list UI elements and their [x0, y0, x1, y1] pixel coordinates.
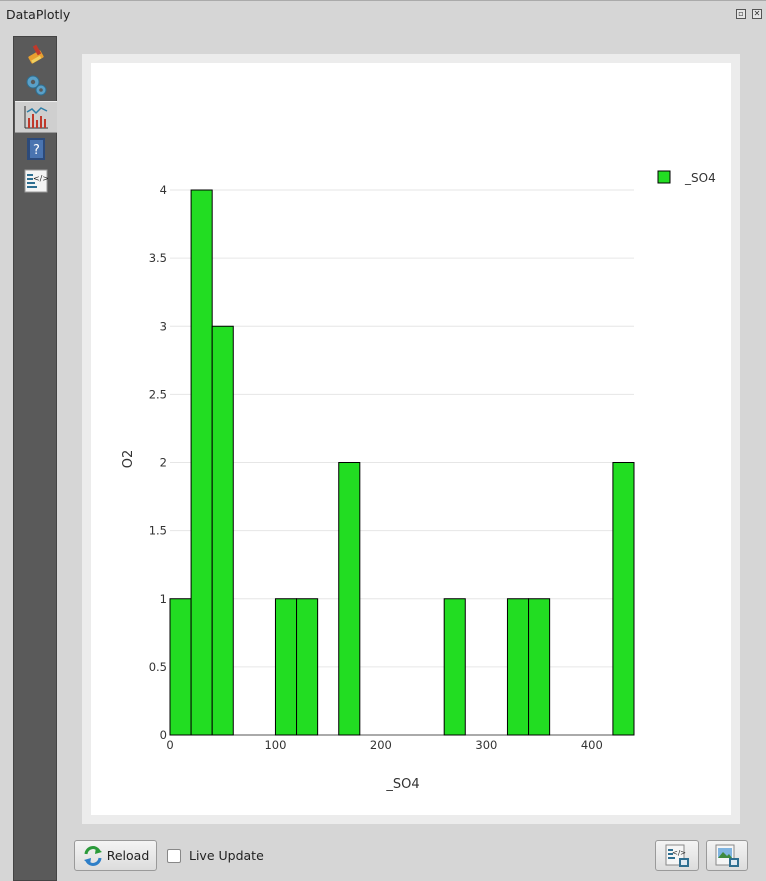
gears-icon — [26, 75, 47, 96]
plot-canvas[interactable]: 0 0.5 1 1.5 2 2.5 3 3.5 4 0 100 200 300 400 _SO4 O2 _… — [91, 63, 731, 815]
sidebar-item-settings[interactable] — [15, 70, 57, 100]
histogram-bar[interactable] — [211, 325, 234, 736]
legend-label: _SO4 — [684, 171, 716, 185]
histogram-bar[interactable] — [338, 462, 361, 736]
live-update-checkbox[interactable] — [167, 849, 181, 863]
live-update-label: Live Update — [189, 848, 264, 863]
reload-button[interactable]: Reload — [74, 840, 157, 871]
x-tick-label: 300 — [475, 738, 497, 752]
export-image-button[interactable] — [706, 840, 748, 871]
x-tick-label: 400 — [581, 738, 603, 752]
histogram-bar[interactable] — [443, 598, 466, 736]
histogram-bar[interactable] — [169, 598, 192, 736]
export-image-icon — [715, 844, 739, 867]
svg-text:</>: </> — [33, 174, 48, 183]
sidebar: ? </> — [13, 36, 57, 881]
sidebar-item-properties[interactable] — [15, 39, 57, 69]
sidebar-item-help[interactable]: ? — [15, 134, 57, 164]
x-tick-label: 200 — [370, 738, 392, 752]
dock-titlebar: DataPlotly ▫ ✕ — [0, 0, 766, 30]
legend-swatch — [657, 170, 671, 184]
sidebar-item-debug[interactable]: </> — [15, 166, 57, 196]
y-tick-label: 4 — [160, 183, 167, 197]
tick-labels: 0 0.5 1 1.5 2 2.5 3 3.5 4 0 100 200 300 400 — [149, 183, 603, 752]
y-axis-label: O2 — [121, 450, 136, 469]
help-book-icon: ? — [27, 138, 45, 160]
histogram-bar[interactable] — [296, 598, 319, 736]
x-tick-label: 0 — [166, 738, 173, 752]
export-html-button[interactable]: </> — [655, 840, 699, 871]
bars — [169, 189, 635, 736]
grid-lines — [170, 189, 634, 736]
sidebar-item-plot[interactable] — [15, 101, 57, 133]
legend[interactable]: _SO4 — [657, 170, 716, 185]
svg-text:</>: </> — [672, 849, 686, 857]
y-tick-label: 2.5 — [149, 387, 167, 401]
histogram-chart: 0 0.5 1 1.5 2 2.5 3 3.5 4 0 100 200 300 400 _SO4 O2 _… — [121, 170, 716, 792]
histogram-bar[interactable] — [274, 598, 298, 736]
x-tick-label: 100 — [264, 738, 286, 752]
y-tick-label: 1.5 — [149, 524, 167, 538]
y-tick-label: 0 — [160, 728, 167, 742]
x-axis-label: _SO4 — [385, 777, 419, 792]
histogram-bar[interactable] — [506, 598, 530, 736]
reload-label: Reload — [106, 848, 150, 863]
float-icon[interactable]: ▫ — [736, 9, 746, 19]
paint-brush-icon — [28, 44, 44, 64]
histogram-bar[interactable] — [190, 189, 213, 736]
window-title: DataPlotly — [6, 7, 71, 22]
close-icon[interactable]: ✕ — [752, 9, 762, 19]
y-tick-label: 2 — [160, 456, 167, 470]
export-html-icon: </> — [665, 844, 689, 867]
histogram-bar[interactable] — [612, 462, 635, 736]
y-tick-label: 0.5 — [149, 660, 167, 674]
reload-icon — [83, 845, 102, 866]
bottom-bar: Reload Live Update </> — [0, 830, 766, 881]
plot-view-frame: 0 0.5 1 1.5 2 2.5 3 3.5 4 0 100 200 300 400 _SO4 O2 _… — [82, 54, 740, 824]
code-view-icon: </> — [24, 169, 48, 193]
y-tick-label: 3 — [160, 319, 167, 333]
svg-text:?: ? — [33, 143, 40, 158]
plot-chart-icon — [24, 106, 48, 129]
y-tick-label: 3.5 — [149, 251, 167, 265]
y-tick-label: 1 — [160, 592, 167, 606]
histogram-bar[interactable] — [528, 598, 551, 736]
